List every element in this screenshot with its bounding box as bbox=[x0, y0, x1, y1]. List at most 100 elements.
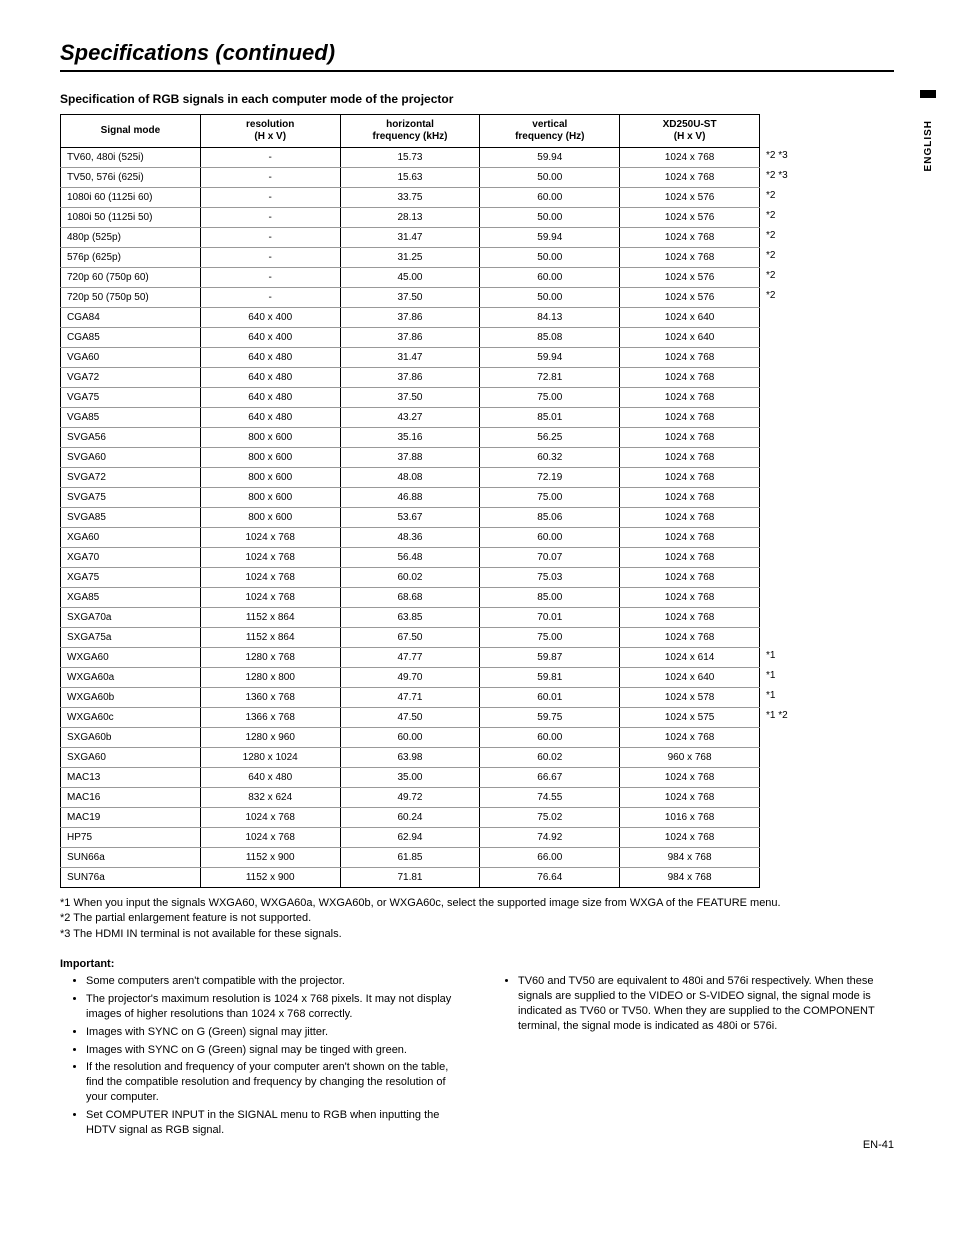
table-row: CGA85640 x 40037.8685.081024 x 640 bbox=[61, 328, 760, 348]
cell-hfreq: 60.02 bbox=[340, 568, 480, 588]
cell-vfreq: 72.19 bbox=[480, 468, 620, 488]
cell-resolution: 1152 x 864 bbox=[200, 608, 340, 628]
table-row: VGA85640 x 48043.2785.011024 x 768 bbox=[61, 408, 760, 428]
cell-mode: CGA85 bbox=[61, 328, 201, 348]
cell-resolution: 800 x 600 bbox=[200, 508, 340, 528]
cell-hfreq: 48.08 bbox=[340, 468, 480, 488]
cell-hfreq: 31.47 bbox=[340, 228, 480, 248]
cell-mode: SVGA56 bbox=[61, 428, 201, 448]
cell-vfreq: 60.00 bbox=[480, 268, 620, 288]
language-label: ENGLISH bbox=[923, 120, 934, 171]
table-row: SXGA70a1152 x 86463.8570.011024 x 768 bbox=[61, 608, 760, 628]
cell-vfreq: 84.13 bbox=[480, 308, 620, 328]
cell-xd: 1024 x 575 bbox=[620, 708, 760, 728]
cell-hfreq: 68.68 bbox=[340, 588, 480, 608]
cell-hfreq: 43.27 bbox=[340, 408, 480, 428]
cell-resolution: - bbox=[200, 168, 340, 188]
row-note bbox=[766, 506, 788, 526]
side-tab-marker bbox=[920, 90, 936, 98]
cell-mode: SVGA72 bbox=[61, 468, 201, 488]
cell-vfreq: 59.94 bbox=[480, 148, 620, 168]
cell-xd: 1024 x 768 bbox=[620, 408, 760, 428]
cell-resolution: 640 x 400 bbox=[200, 308, 340, 328]
cell-mode: WXGA60c bbox=[61, 708, 201, 728]
cell-resolution: 1366 x 768 bbox=[200, 708, 340, 728]
cell-mode: MAC16 bbox=[61, 788, 201, 808]
cell-mode: XGA60 bbox=[61, 528, 201, 548]
cell-hfreq: 53.67 bbox=[340, 508, 480, 528]
cell-vfreq: 59.94 bbox=[480, 228, 620, 248]
cell-resolution: 1280 x 1024 bbox=[200, 748, 340, 768]
cell-xd: 1024 x 768 bbox=[620, 828, 760, 848]
cell-hfreq: 47.50 bbox=[340, 708, 480, 728]
page-number: EN-41 bbox=[863, 1139, 894, 1151]
table-row: SXGA60b1280 x 96060.0060.001024 x 768 bbox=[61, 728, 760, 748]
cell-vfreq: 60.32 bbox=[480, 448, 620, 468]
table-row: SVGA85800 x 60053.6785.061024 x 768 bbox=[61, 508, 760, 528]
cell-vfreq: 50.00 bbox=[480, 168, 620, 188]
cell-xd: 1024 x 768 bbox=[620, 248, 760, 268]
cell-resolution: 640 x 480 bbox=[200, 348, 340, 368]
table-row: XGA851024 x 76868.6885.001024 x 768 bbox=[61, 588, 760, 608]
cell-vfreq: 56.25 bbox=[480, 428, 620, 448]
row-note: *2 bbox=[766, 246, 788, 266]
cell-mode: SXGA60 bbox=[61, 748, 201, 768]
cell-vfreq: 70.01 bbox=[480, 608, 620, 628]
table-header-row: Signal mode resolution(H x V) horizontal… bbox=[61, 115, 760, 148]
cell-xd: 1024 x 576 bbox=[620, 188, 760, 208]
important-item: TV60 and TV50 are equivalent to 480i and… bbox=[518, 974, 894, 1033]
th-xd: XD250U-ST(H x V) bbox=[620, 115, 760, 148]
row-note bbox=[766, 786, 788, 806]
cell-xd: 1024 x 768 bbox=[620, 388, 760, 408]
important-item: Images with SYNC on G (Green) signal may… bbox=[86, 1043, 462, 1058]
page-title: Specifications (continued) bbox=[60, 40, 894, 66]
cell-hfreq: 15.73 bbox=[340, 148, 480, 168]
table-row: TV60, 480i (525i)-15.7359.941024 x 768 bbox=[61, 148, 760, 168]
table-row: SVGA72800 x 60048.0872.191024 x 768 bbox=[61, 468, 760, 488]
cell-resolution: 800 x 600 bbox=[200, 428, 340, 448]
row-note bbox=[766, 526, 788, 546]
section-heading: Specification of RGB signals in each com… bbox=[60, 92, 894, 106]
table-row: WXGA60a1280 x 80049.7059.811024 x 640 bbox=[61, 668, 760, 688]
cell-mode: 1080i 50 (1125i 50) bbox=[61, 208, 201, 228]
important-item: Images with SYNC on G (Green) signal may… bbox=[86, 1025, 462, 1040]
row-note: *1 *2 bbox=[766, 706, 788, 726]
cell-hfreq: 35.16 bbox=[340, 428, 480, 448]
cell-hfreq: 63.98 bbox=[340, 748, 480, 768]
cell-hfreq: 71.81 bbox=[340, 868, 480, 888]
row-note bbox=[766, 406, 788, 426]
cell-hfreq: 49.70 bbox=[340, 668, 480, 688]
cell-xd: 1024 x 640 bbox=[620, 668, 760, 688]
cell-xd: 1024 x 768 bbox=[620, 508, 760, 528]
important-item: Set COMPUTER INPUT in the SIGNAL menu to… bbox=[86, 1108, 462, 1138]
cell-resolution: 1024 x 768 bbox=[200, 568, 340, 588]
cell-xd: 1024 x 768 bbox=[620, 608, 760, 628]
cell-resolution: 1024 x 768 bbox=[200, 528, 340, 548]
cell-mode: SUN66a bbox=[61, 848, 201, 868]
cell-mode: SXGA60b bbox=[61, 728, 201, 748]
cell-hfreq: 15.63 bbox=[340, 168, 480, 188]
footnote-1: *1 When you input the signals WXGA60, WX… bbox=[60, 896, 894, 911]
cell-xd: 1024 x 768 bbox=[620, 168, 760, 188]
spec-table: Signal mode resolution(H x V) horizontal… bbox=[60, 114, 760, 888]
table-row: 576p (625p)-31.2550.001024 x 768 bbox=[61, 248, 760, 268]
table-row: SUN66a1152 x 90061.8566.00984 x 768 bbox=[61, 848, 760, 868]
cell-resolution: 832 x 624 bbox=[200, 788, 340, 808]
row-note: *1 bbox=[766, 686, 788, 706]
cell-mode: 480p (525p) bbox=[61, 228, 201, 248]
cell-vfreq: 59.81 bbox=[480, 668, 620, 688]
cell-xd: 1024 x 768 bbox=[620, 488, 760, 508]
cell-resolution: 1024 x 768 bbox=[200, 828, 340, 848]
cell-vfreq: 60.00 bbox=[480, 188, 620, 208]
cell-mode: 1080i 60 (1125i 60) bbox=[61, 188, 201, 208]
cell-xd: 1016 x 768 bbox=[620, 808, 760, 828]
cell-mode: SUN76a bbox=[61, 868, 201, 888]
important-heading: Important: bbox=[60, 958, 462, 970]
cell-xd: 1024 x 768 bbox=[620, 448, 760, 468]
cell-xd: 1024 x 768 bbox=[620, 528, 760, 548]
cell-hfreq: 45.00 bbox=[340, 268, 480, 288]
cell-resolution: 640 x 400 bbox=[200, 328, 340, 348]
table-row: 720p 50 (750p 50)-37.5050.001024 x 576 bbox=[61, 288, 760, 308]
cell-mode: HP75 bbox=[61, 828, 201, 848]
row-note bbox=[766, 846, 788, 866]
